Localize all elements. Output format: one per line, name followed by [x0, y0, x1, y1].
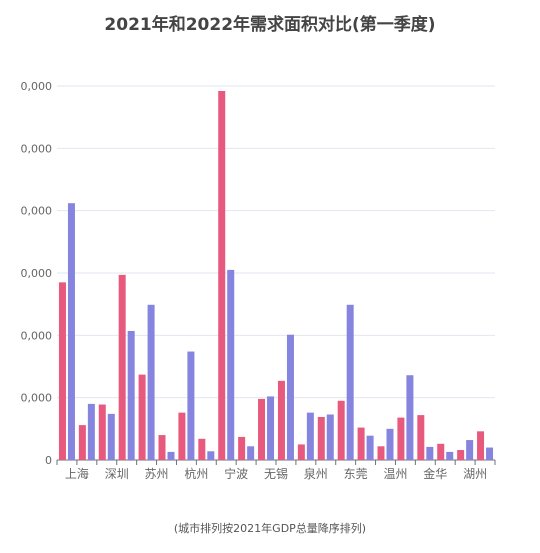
bar-2021: [78, 425, 86, 460]
bar-2022: [167, 451, 175, 460]
bar-2021: [198, 438, 206, 460]
x-tick-label: 金华: [423, 466, 447, 481]
x-tick-label: 泉州: [304, 467, 328, 481]
bar-2022: [286, 334, 294, 460]
y-tick-label: 0,000: [21, 80, 53, 93]
bar-2022: [127, 330, 135, 460]
bar-2021: [238, 436, 246, 460]
bar-2022: [87, 403, 95, 460]
bar-2022: [227, 269, 235, 460]
bar-2021: [337, 400, 345, 460]
x-tick-label: 上海: [65, 466, 89, 481]
bar-2021: [297, 444, 305, 460]
bar-2021: [377, 446, 385, 460]
bar-2021: [218, 90, 226, 460]
bar-2021: [58, 282, 66, 460]
bar-2022: [187, 351, 195, 460]
y-tick-label: 0,000: [21, 329, 53, 342]
bar-2021: [158, 435, 166, 460]
bar-2022: [406, 375, 414, 460]
bar-2022: [207, 451, 215, 460]
x-tick-label: 无锡: [264, 466, 288, 481]
bar-2021: [457, 450, 465, 460]
bar-2022: [426, 446, 434, 460]
bar-2022: [267, 396, 275, 460]
x-tick-label: 宁波: [224, 466, 248, 481]
bar-2021: [98, 404, 106, 460]
bar-2022: [147, 304, 155, 460]
bar-2022: [107, 413, 115, 460]
chart-footnote: (城市排列按2021年GDP总量降序排列): [173, 522, 367, 535]
bar-2021: [417, 415, 425, 460]
bar-2022: [306, 412, 314, 460]
bar-2021: [277, 380, 285, 460]
x-tick-label: 东莞: [344, 467, 368, 481]
bar-2021: [317, 416, 325, 460]
bar-2022: [446, 451, 454, 460]
bar-2022: [466, 440, 474, 460]
bar-2022: [67, 203, 75, 461]
bar-2021: [178, 412, 186, 460]
x-tick-label: 苏州: [145, 467, 169, 481]
y-tick-label: 0,000: [21, 205, 53, 218]
bar-2022: [346, 304, 354, 460]
bar-2021: [357, 427, 365, 460]
bar-2022: [326, 414, 334, 460]
bar-2021: [437, 443, 445, 460]
bar-2022: [386, 428, 394, 460]
chart-title: 2021年和2022年需求面积对比(第一季度): [104, 15, 436, 35]
x-tick-label: 湖州: [463, 466, 487, 481]
bar-2021: [397, 417, 405, 460]
bar-2021: [118, 274, 126, 460]
bar-2021: [258, 398, 266, 460]
bar-2022: [366, 435, 374, 460]
y-tick-label: 0,000: [21, 267, 53, 280]
y-tick-label: 0,000: [21, 392, 53, 405]
y-tick-label: 0: [45, 454, 52, 467]
x-tick-label: 杭州: [184, 466, 208, 481]
bar-2021: [477, 431, 485, 460]
bar-2021: [138, 374, 146, 460]
bar-2022: [247, 446, 255, 460]
x-tick-label: 温州: [383, 467, 407, 481]
y-tick-label: 0,000: [21, 142, 53, 155]
bar-2022: [486, 447, 494, 460]
x-tick-label: 深圳: [105, 467, 129, 481]
